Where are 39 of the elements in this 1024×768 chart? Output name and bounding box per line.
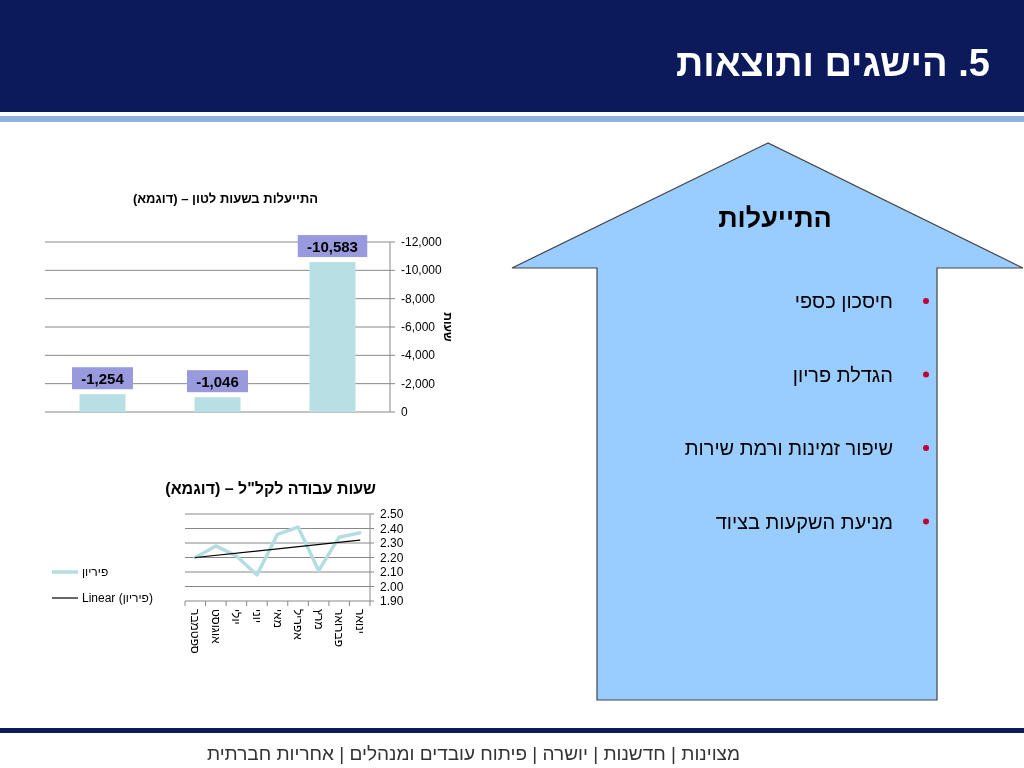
x-tick-label: מרץ — [311, 609, 326, 630]
text: מניעת השקעות בציוד — [715, 510, 893, 533]
line-series — [193, 525, 362, 577]
text: 5. הישגים ותוצאות — [675, 42, 990, 84]
text: שיפור זמינות ורמת שירות — [684, 437, 893, 459]
text: מצוינות | חדשנות | יושרה | פיתוח עובדים ומנהלים | אחריות חברתית — [206, 743, 740, 764]
x-tick-label: ינואר — [352, 609, 367, 634]
y-tick-label: -6,000 — [401, 320, 436, 334]
x-tick-label: אוגוסט — [208, 609, 223, 645]
chart-title: שעות עבודה לקל"ל – (דוגמא) — [165, 480, 377, 497]
x-tick-label: פברואר — [332, 609, 347, 647]
y-tick-label: -2,000 — [401, 376, 436, 391]
data-label: -10,583 — [307, 238, 358, 256]
y-tick-label: 1.90 — [380, 594, 404, 608]
y-tick-label: -12,000 — [401, 235, 443, 249]
y-tick-label: 0 — [401, 405, 408, 419]
y-tick-label: -8,000 — [401, 291, 436, 306]
y-tick-label: -4,000 — [401, 348, 436, 363]
y-tick-label: -10,000 — [401, 263, 443, 278]
y-tick-label: 2.10 — [380, 565, 404, 579]
y-tick-label: 2.20 — [380, 550, 404, 565]
text: הגדלת פריון — [792, 363, 893, 386]
chart-title: התייעלות בשעות לטון – (דוגמא) — [132, 191, 318, 206]
x-tick-label: יוני — [249, 609, 264, 624]
y-axis-title: שעות — [441, 312, 455, 342]
legend-label: פיריון — [82, 565, 109, 579]
y-tick-label: 2.30 — [380, 536, 404, 550]
y-tick-label: 2.40 — [380, 521, 404, 536]
data-label: -1,254 — [81, 370, 125, 388]
text: חיסכון כספי — [794, 290, 893, 312]
legend-label: Linear (פיריון) — [82, 591, 153, 605]
x-tick-label: אפריל — [291, 609, 306, 641]
x-tick-label: מאי — [270, 609, 285, 628]
data-label: -1,046 — [196, 373, 239, 391]
x-tick-label: יולי — [229, 609, 244, 625]
text: התייעלות — [718, 203, 832, 233]
y-tick-label: 2.00 — [380, 579, 404, 594]
x-tick-label: ספטמבר — [188, 609, 203, 654]
y-tick-label: 2.50 — [380, 507, 404, 521]
